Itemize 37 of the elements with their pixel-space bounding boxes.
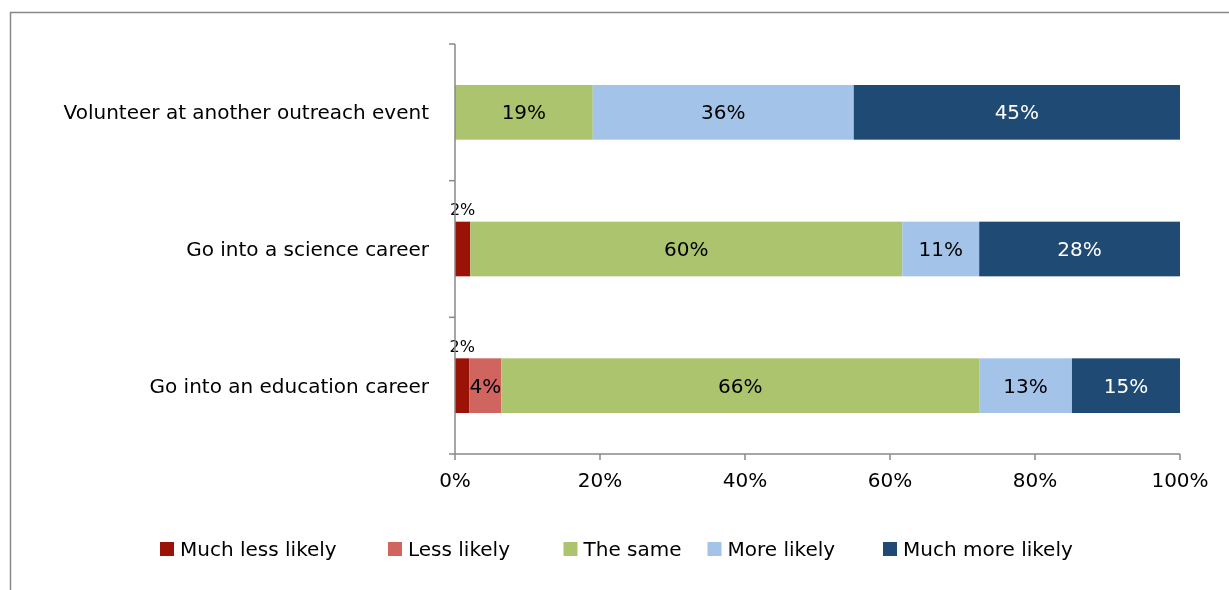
legend-label: More likely <box>727 537 836 561</box>
bar <box>592 85 854 140</box>
data-label: 2% <box>449 336 475 356</box>
data-label: 13% <box>1003 373 1048 398</box>
bar <box>455 221 471 277</box>
bar <box>455 85 593 140</box>
data-label: 19% <box>501 100 547 125</box>
data-label: 45% <box>994 100 1040 125</box>
data-label: 2% <box>449 200 476 220</box>
bar <box>979 221 1180 277</box>
data-label: 28% <box>1057 237 1102 261</box>
bar <box>501 358 980 413</box>
y-tick-label: Go into a science career <box>186 237 430 261</box>
y-tick-label: Volunteer at another outreach event <box>63 100 430 125</box>
legend-label: Much more likely <box>903 537 1073 561</box>
bar <box>853 85 1180 140</box>
bar <box>979 358 1072 413</box>
bar <box>1071 358 1180 413</box>
x-tick-label: 80% <box>1012 468 1058 492</box>
data-label: 11% <box>918 237 963 261</box>
y-tick-label: Go into an education career <box>149 373 430 398</box>
x-tick-label: 60% <box>867 468 913 492</box>
bar <box>902 221 980 277</box>
data-label: 4% <box>469 373 502 398</box>
x-tick-label: 40% <box>722 468 768 492</box>
legend-label: Much less likely <box>180 537 337 561</box>
data-label: 36% <box>701 100 746 125</box>
bar <box>455 358 470 413</box>
x-tick-label: 0% <box>439 468 471 492</box>
data-label: 15% <box>1103 373 1149 398</box>
x-tick-label: 100% <box>1151 468 1209 492</box>
legend-label: The same <box>582 537 682 561</box>
data-label: 60% <box>664 237 709 261</box>
data-label: 66% <box>718 373 763 398</box>
x-tick-label: 20% <box>577 468 623 492</box>
legend-label: Less likely <box>408 537 511 561</box>
bar <box>470 221 903 277</box>
